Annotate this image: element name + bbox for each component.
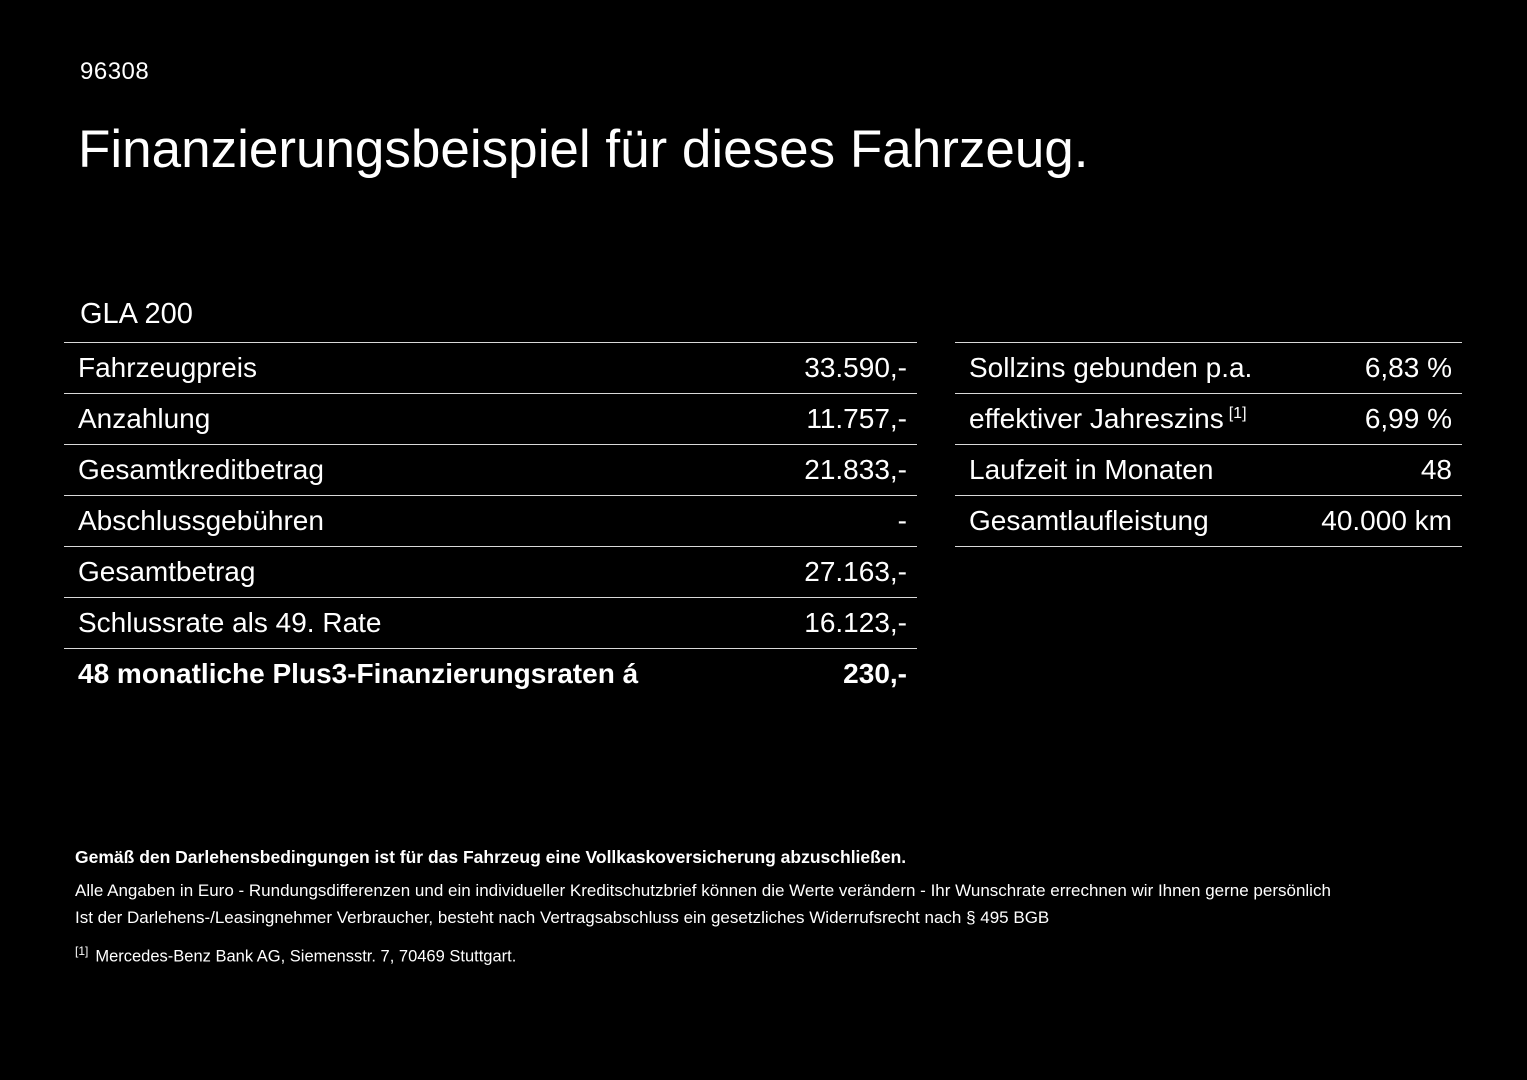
row-value: 40.000 km bbox=[1321, 505, 1452, 536]
table-row: Gesamtlaufleistung 40.000 km bbox=[955, 495, 1462, 546]
table-row: effektiver Jahreszins [1] 6,99 % bbox=[955, 393, 1462, 444]
row-value: 16.123,- bbox=[804, 607, 907, 638]
row-value: 6,83 % bbox=[1364, 352, 1452, 383]
financing-table-right: Sollzins gebunden p.a. 6,83 % effektiver… bbox=[955, 342, 1462, 547]
footnote-reference: [1] bbox=[1228, 404, 1247, 422]
vehicle-model: GLA 200 bbox=[80, 298, 193, 330]
row-value: 230,- bbox=[843, 658, 907, 689]
row-label: Gesamtbetrag bbox=[78, 556, 256, 587]
row-value: 11.757,- bbox=[806, 403, 907, 434]
footnote-bank: [1] Mercedes-Benz Bank AG, Siemensstr. 7,… bbox=[75, 944, 1467, 967]
row-label: Gesamtkreditbetrag bbox=[78, 454, 324, 485]
row-label: Anzahlung bbox=[78, 403, 211, 434]
table-row: Gesamtkreditbetrag 21.833,- bbox=[64, 444, 917, 495]
page-title: Finanzierungsbeispiel für dieses Fahrzeu… bbox=[78, 120, 1089, 179]
row-label: Abschlussgebühren bbox=[78, 505, 324, 536]
row-value: 21.833,- bbox=[804, 454, 907, 485]
offer-code: 96308 bbox=[80, 58, 150, 85]
table-row-monthly-rate: 48 monatliche Plus3-Finanzierungsraten á… bbox=[64, 648, 917, 699]
row-value: 33.590,- bbox=[804, 352, 907, 383]
row-value: - bbox=[897, 505, 907, 536]
row-label: Fahrzeugpreis bbox=[78, 352, 257, 383]
footnote-marker: [1] bbox=[75, 944, 89, 959]
financing-table-left: Fahrzeugpreis 33.590,- Anzahlung 11.757,… bbox=[64, 342, 917, 699]
table-row: Laufzeit in Monaten 48 bbox=[955, 444, 1462, 495]
disclaimer-withdrawal-note: Ist der Darlehens-/Leasingnehmer Verbrau… bbox=[75, 908, 1050, 928]
row-label: 48 monatliche Plus3-Finanzierungsraten á bbox=[78, 658, 639, 689]
table-row: Abschlussgebühren - bbox=[64, 495, 917, 546]
footnote-text: Mercedes-Benz Bank AG, Siemensstr. 7, 70… bbox=[95, 947, 517, 966]
footer-disclaimers: Gemäß den Darlehensbedingungen ist für d… bbox=[75, 847, 1467, 967]
row-label: Laufzeit in Monaten bbox=[969, 454, 1214, 485]
row-label: Schlussrate als 49. Rate bbox=[78, 607, 382, 638]
disclaimer-euro-note: Alle Angaben in Euro - Rundungsdifferenz… bbox=[75, 881, 1331, 900]
table-row: Sollzins gebunden p.a. 6,83 % bbox=[955, 342, 1462, 393]
row-label: Gesamtlaufleistung bbox=[969, 505, 1209, 536]
row-value: 6,99 % bbox=[1364, 403, 1452, 434]
table-row: Gesamtbetrag 27.163,- bbox=[64, 546, 917, 597]
row-label: effektiver Jahreszins [1] bbox=[969, 403, 1247, 434]
table-row: Schlussrate als 49. Rate 16.123,- bbox=[64, 597, 917, 648]
row-value: 27.163,- bbox=[804, 556, 907, 587]
row-value: 48 bbox=[1420, 454, 1452, 485]
disclaimer-insurance: Gemäß den Darlehensbedingungen ist für d… bbox=[75, 847, 907, 867]
row-label: Sollzins gebunden p.a. bbox=[969, 352, 1253, 383]
table-row: Fahrzeugpreis 33.590,- bbox=[64, 342, 917, 393]
table-row: Anzahlung 11.757,- bbox=[64, 393, 917, 444]
